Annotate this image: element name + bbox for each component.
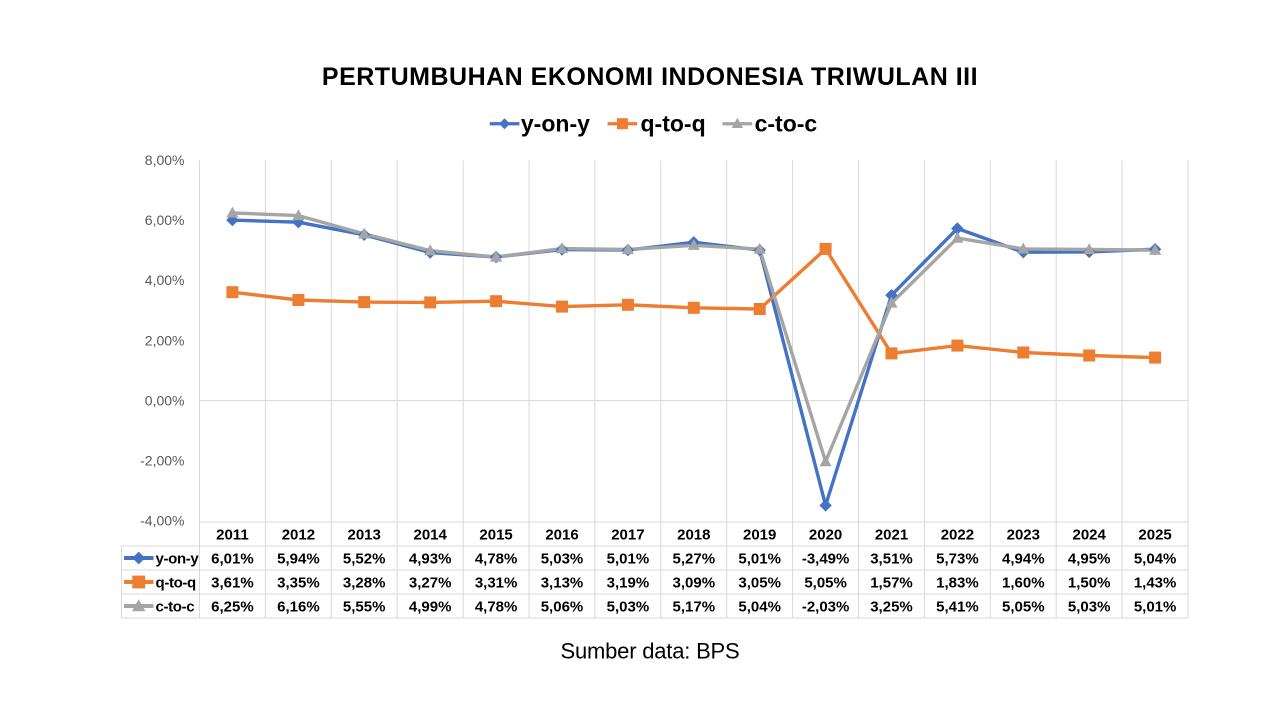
svg-text:5,17%: 5,17% (673, 599, 716, 616)
svg-text:2013: 2013 (348, 527, 381, 544)
svg-text:4,94%: 4,94% (1002, 551, 1045, 568)
svg-text:5,52%: 5,52% (343, 551, 386, 568)
svg-text:5,03%: 5,03% (1068, 599, 1111, 616)
svg-text:3,27%: 3,27% (409, 575, 452, 592)
svg-text:3,19%: 3,19% (607, 575, 650, 592)
svg-text:6,16%: 6,16% (277, 599, 320, 616)
svg-text:2016: 2016 (545, 527, 578, 544)
svg-text:5,94%: 5,94% (277, 551, 320, 568)
svg-text:1,43%: 1,43% (1134, 575, 1177, 592)
svg-text:5,41%: 5,41% (936, 599, 979, 616)
svg-text:4,95%: 4,95% (1068, 551, 1111, 568)
svg-text:3,31%: 3,31% (475, 575, 518, 592)
svg-text:2022: 2022 (941, 527, 974, 544)
svg-text:y-on-y: y-on-y (521, 111, 590, 137)
svg-text:3,25%: 3,25% (870, 599, 913, 616)
svg-text:2,00%: 2,00% (145, 332, 185, 348)
svg-text:PERTUMBUHAN EKONOMI INDONESIA: PERTUMBUHAN EKONOMI INDONESIA TRIWULAN I… (322, 63, 978, 91)
svg-text:q-to-q: q-to-q (641, 111, 706, 137)
svg-text:5,05%: 5,05% (1002, 599, 1045, 616)
svg-text:5,01%: 5,01% (607, 551, 650, 568)
svg-text:2011: 2011 (216, 527, 249, 544)
svg-text:2012: 2012 (282, 527, 315, 544)
svg-text:2019: 2019 (743, 527, 776, 544)
svg-text:y-on-y: y-on-y (156, 550, 200, 567)
svg-text:2023: 2023 (1007, 527, 1040, 544)
svg-text:5,01%: 5,01% (738, 551, 781, 568)
svg-text:-3,49%: -3,49% (802, 551, 850, 568)
svg-text:6,25%: 6,25% (211, 599, 254, 616)
svg-text:c-to-c: c-to-c (755, 111, 818, 137)
svg-text:c-to-c: c-to-c (156, 598, 195, 615)
svg-text:Sumber data: BPS: Sumber data: BPS (560, 639, 739, 664)
svg-text:5,73%: 5,73% (936, 551, 979, 568)
svg-text:6,00%: 6,00% (145, 212, 185, 228)
svg-text:1,50%: 1,50% (1068, 575, 1111, 592)
svg-text:3,61%: 3,61% (211, 575, 254, 592)
svg-text:3,13%: 3,13% (541, 575, 584, 592)
svg-text:3,05%: 3,05% (738, 575, 781, 592)
svg-text:5,05%: 5,05% (804, 575, 847, 592)
svg-text:3,28%: 3,28% (343, 575, 386, 592)
svg-text:3,09%: 3,09% (673, 575, 716, 592)
svg-text:1,83%: 1,83% (936, 575, 979, 592)
svg-text:4,99%: 4,99% (409, 599, 452, 616)
svg-text:0,00%: 0,00% (145, 392, 185, 408)
svg-text:4,93%: 4,93% (409, 551, 452, 568)
svg-text:4,78%: 4,78% (475, 551, 518, 568)
svg-text:5,27%: 5,27% (673, 551, 716, 568)
svg-text:3,35%: 3,35% (277, 575, 320, 592)
svg-text:2018: 2018 (677, 527, 710, 544)
svg-text:6,01%: 6,01% (211, 551, 254, 568)
svg-text:2015: 2015 (479, 527, 512, 544)
svg-text:5,06%: 5,06% (541, 599, 584, 616)
svg-text:3,51%: 3,51% (870, 551, 913, 568)
svg-text:5,03%: 5,03% (607, 599, 650, 616)
svg-text:5,55%: 5,55% (343, 599, 386, 616)
svg-text:2020: 2020 (809, 527, 842, 544)
svg-text:1,57%: 1,57% (870, 575, 913, 592)
svg-text:8,00%: 8,00% (145, 152, 185, 168)
svg-text:2014: 2014 (414, 527, 448, 544)
svg-text:2021: 2021 (875, 527, 908, 544)
svg-text:2024: 2024 (1073, 527, 1107, 544)
svg-text:1,60%: 1,60% (1002, 575, 1045, 592)
svg-text:5,04%: 5,04% (738, 599, 781, 616)
svg-text:q-to-q: q-to-q (156, 574, 197, 591)
svg-text:4,00%: 4,00% (145, 272, 185, 288)
svg-text:-4,00%: -4,00% (140, 513, 184, 529)
svg-text:-2,03%: -2,03% (802, 599, 850, 616)
svg-text:5,04%: 5,04% (1134, 551, 1177, 568)
svg-text:2017: 2017 (611, 527, 644, 544)
svg-text:5,01%: 5,01% (1134, 599, 1177, 616)
svg-text:5,03%: 5,03% (541, 551, 584, 568)
svg-text:-2,00%: -2,00% (140, 453, 184, 469)
svg-text:4,78%: 4,78% (475, 599, 518, 616)
svg-text:2025: 2025 (1138, 527, 1171, 544)
